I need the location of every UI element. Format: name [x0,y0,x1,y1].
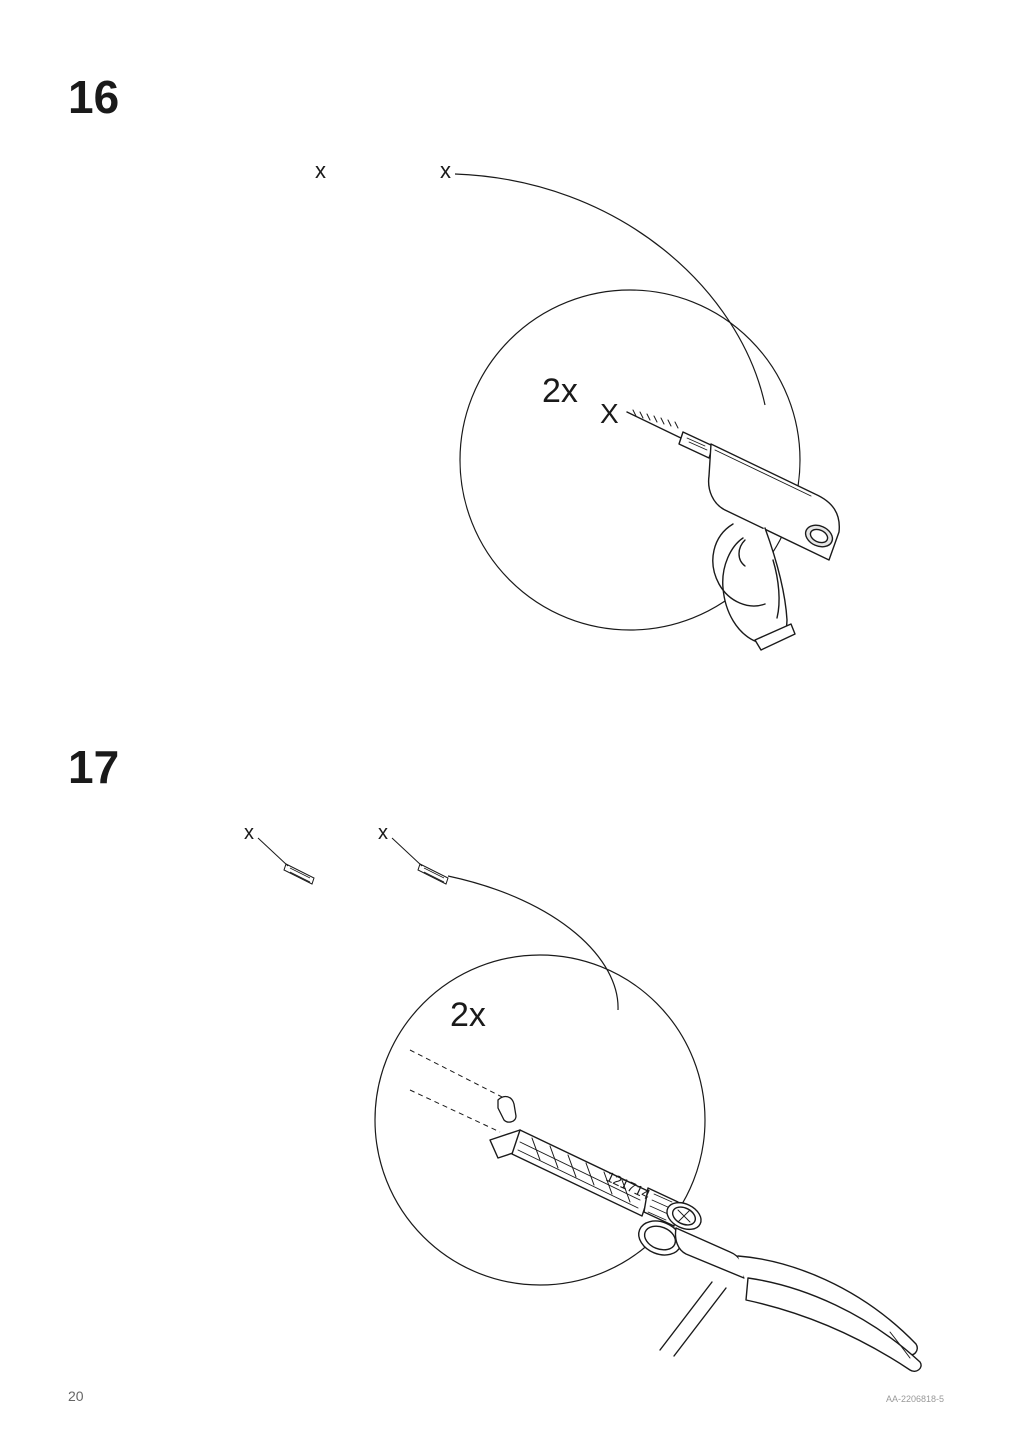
document-id: AA-2206818-5 [886,1394,944,1404]
page-number: 20 [68,1388,84,1404]
instruction-page: 16 x x 2x X [0,0,1012,1432]
hammer-icon [620,1190,980,1390]
step17-count-label: 2x [450,996,486,1035]
